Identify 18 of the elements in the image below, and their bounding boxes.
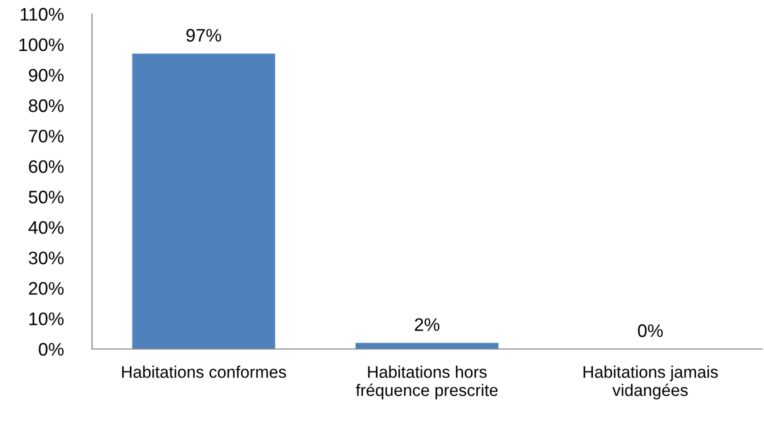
data-label: 97%	[186, 28, 222, 42]
y-tick-label: 0%	[38, 342, 64, 356]
data-label: 2%	[414, 318, 440, 331]
x-tick-label: Habitations hors fréquence prescrite	[356, 366, 498, 400]
y-tick-label: 10%	[29, 312, 64, 326]
y-tick-label: 90%	[28, 68, 64, 82]
data-label: 0%	[638, 324, 663, 338]
y-tick-label: 30%	[28, 252, 64, 264]
y-tick-label: 20%	[28, 282, 64, 295]
y-tick-label: 80%	[28, 99, 64, 112]
x-tick-label: Habitations jamais vidangées	[584, 366, 718, 400]
y-tick-label: 100%	[19, 38, 64, 52]
y-tick-label: 60%	[29, 160, 64, 173]
y-tick-label: 40%	[28, 221, 64, 234]
x-tick-label: Habitations conformes	[122, 366, 286, 378]
y-tick-label: 50%	[28, 190, 64, 204]
y-tick-label: 110%	[20, 8, 64, 21]
y-tick-label: 70%	[29, 130, 64, 143]
